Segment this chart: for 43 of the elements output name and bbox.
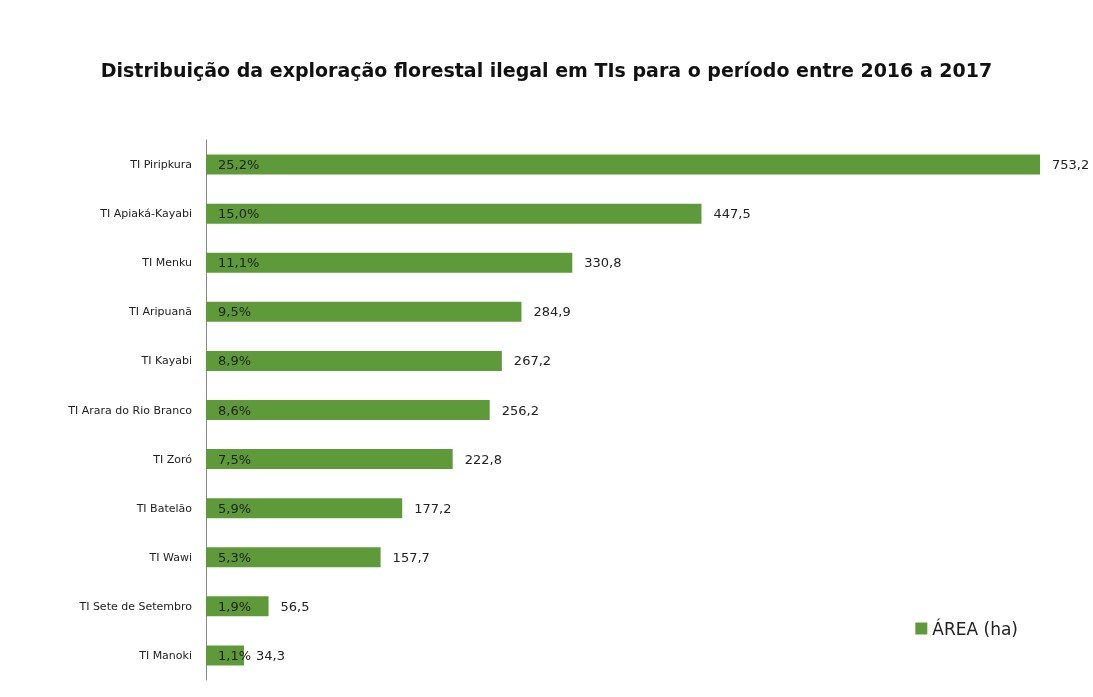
- y-tick-label: TI Zoró: [152, 452, 193, 466]
- annotation: 9,5%: [218, 304, 252, 320]
- bar: [206, 547, 381, 568]
- y-tick-label: TI Menku: [141, 256, 192, 270]
- bar: [206, 350, 502, 371]
- y-tick-label: TI Sete de Setembro: [78, 599, 193, 613]
- data-label: 222,8: [464, 451, 502, 467]
- bar: [206, 203, 702, 224]
- y-tick-label: TI Aripuanã: [128, 305, 192, 319]
- annotation: 7,5%: [218, 451, 252, 467]
- y-tick-label: TI Arara do Rio Branco: [67, 403, 193, 417]
- data-label: 284,9: [533, 304, 571, 320]
- y-tick-label: TI Wawi: [148, 550, 192, 564]
- chart-title: Distribuição da exploração florestal ilegal em TIs para o período entre 2016 a 2017: [100, 58, 993, 81]
- data-label: 330,8: [584, 255, 622, 271]
- annotation: 1,9%: [218, 598, 252, 614]
- annotation: 8,6%: [218, 402, 252, 418]
- bar: [206, 400, 490, 420]
- annotation: 8,9%: [218, 353, 252, 369]
- annotation: 11,1%: [218, 255, 260, 271]
- y-tick-label: TI Apiaká-Kayabi: [99, 207, 192, 221]
- bar: [206, 252, 573, 273]
- legend-label: ÁREA (ha): [932, 617, 1019, 639]
- data-label: 34,3: [255, 647, 285, 663]
- data-label: 267,2: [513, 353, 552, 369]
- y-tick-label: TI Batelão: [135, 501, 193, 515]
- data-label: 447,5: [713, 206, 751, 222]
- bar: [206, 301, 522, 322]
- data-label: 177,2: [414, 500, 452, 516]
- data-label: 56,5: [280, 598, 310, 614]
- data-label: 256,2: [501, 402, 539, 418]
- annotation: 15,0%: [218, 206, 260, 222]
- y-tick-label: TI Manoki: [138, 648, 192, 662]
- annotation: 5,3%: [218, 549, 252, 565]
- bar: [206, 449, 453, 470]
- y-tick-label: TI Piripkura: [129, 158, 192, 172]
- annotation: 25,2%: [218, 157, 260, 173]
- annotation: 5,9%: [218, 500, 252, 516]
- y-tick-label: TI Kayabi: [140, 354, 192, 368]
- bar: [206, 498, 403, 519]
- data-label: 157,7: [392, 549, 430, 565]
- data-label: 753,2: [1052, 157, 1090, 173]
- bar: [206, 154, 1040, 175]
